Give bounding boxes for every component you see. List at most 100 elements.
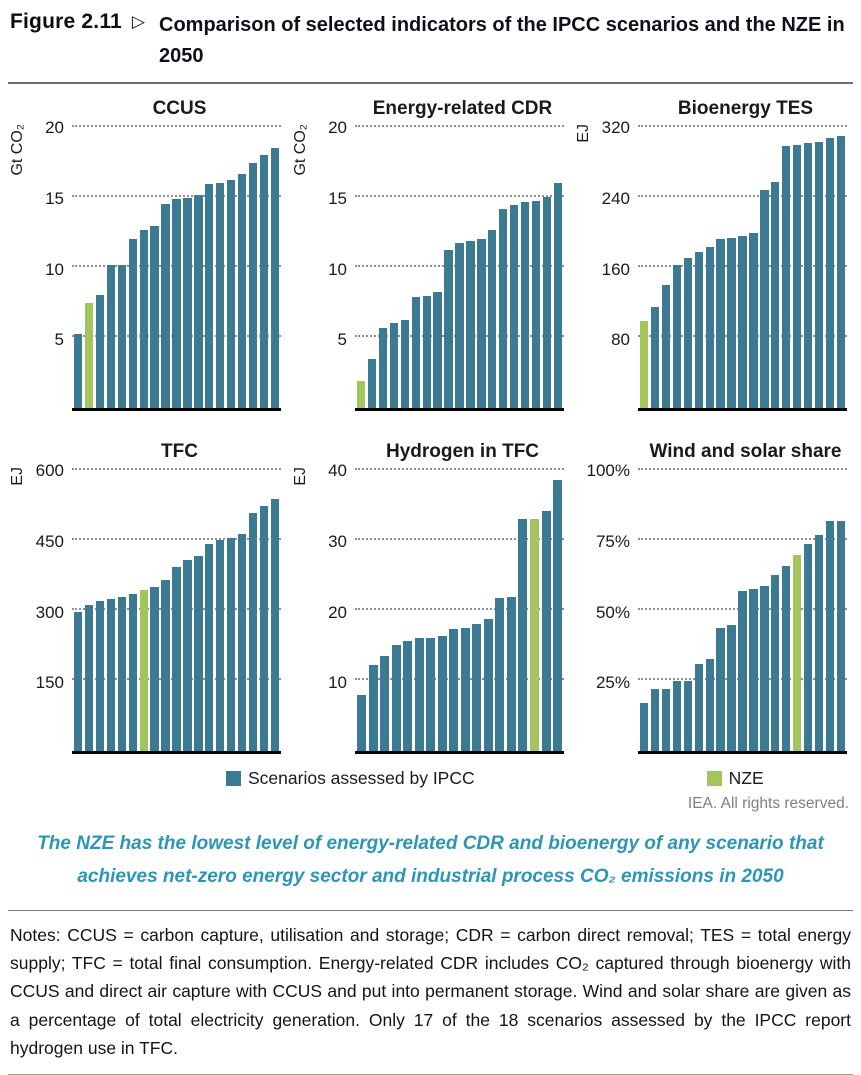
bar-ipcc-scenario <box>495 598 504 751</box>
y-tick-label: 20 <box>328 603 347 623</box>
bar-ipcc-scenario <box>640 703 648 751</box>
bar-ipcc-scenario <box>249 163 257 408</box>
bar-ipcc-scenario <box>673 265 681 408</box>
bar-ipcc-scenario <box>369 665 378 751</box>
chart-title-tfc: TFC <box>161 441 198 462</box>
bar-ipcc-scenario <box>172 567 180 751</box>
notes-text: Notes: CCUS = carbon capture, utilisatio… <box>8 911 853 1075</box>
plot-area-hydrogen <box>355 471 564 754</box>
gridline <box>638 468 847 470</box>
bar-ipcc-scenario <box>826 138 834 408</box>
bar-ipcc-scenario <box>183 560 191 751</box>
bar-ipcc-scenario <box>510 205 518 408</box>
bar-nze <box>793 555 801 751</box>
y-tick-label: 5 <box>338 330 347 350</box>
bar-ipcc-scenario <box>706 247 714 408</box>
chart-title-bioenergy: Bioenergy TES <box>678 98 813 119</box>
y-tick-label: 100% <box>587 461 630 481</box>
bar-ipcc-scenario <box>227 538 235 751</box>
chart-title-wind-solar: Wind and solar share <box>650 441 842 462</box>
bar-ipcc-scenario <box>771 575 779 751</box>
figure-header: Figure 2.11 ▷ Comparison of selected ind… <box>8 8 853 82</box>
y-tick-label: 160 <box>602 260 630 280</box>
bar-ipcc-scenario <box>150 226 158 408</box>
bar-ipcc-scenario <box>716 239 724 408</box>
y-tick-label: 40 <box>328 461 347 481</box>
bar-ipcc-scenario <box>96 601 104 751</box>
bar-ipcc-scenario <box>150 587 158 751</box>
y-tick-label: 20 <box>45 118 64 138</box>
bar-ipcc-scenario <box>85 605 93 751</box>
chart-wind-solar-share: Wind and solar share 25%50%75%100% <box>574 441 853 754</box>
figure-number: Figure 2.11 <box>10 10 122 34</box>
bar-ipcc-scenario <box>662 689 670 751</box>
bar-ipcc-scenario <box>738 236 746 408</box>
bar-ipcc-scenario <box>837 136 845 408</box>
bar-ipcc-scenario <box>484 619 493 751</box>
plot-area-tfc <box>72 471 281 754</box>
bar-ipcc-scenario <box>368 359 376 408</box>
bar-ipcc-scenario <box>815 142 823 408</box>
bar-ipcc-scenario <box>749 589 757 751</box>
legend-ipcc-label: Scenarios assessed by IPCC <box>248 768 475 789</box>
legend-item-ipcc: Scenarios assessed by IPCC <box>226 768 475 789</box>
bar-ipcc-scenario <box>532 201 540 408</box>
figure-pointer-icon: ▷ <box>132 12 145 32</box>
bar-ipcc-scenario <box>553 480 562 751</box>
bar-ipcc-scenario <box>227 180 235 408</box>
bar-ipcc-scenario <box>651 307 659 409</box>
bars <box>74 128 279 408</box>
y-tick-label: 15 <box>328 189 347 209</box>
bar-nze <box>530 519 539 751</box>
ipcc-swatch-icon <box>226 771 241 786</box>
chart-title-cdr: Energy-related CDR <box>373 98 553 119</box>
bar-ipcc-scenario <box>249 513 257 751</box>
bar-ipcc-scenario <box>194 195 202 408</box>
bar-ipcc-scenario <box>738 591 746 751</box>
bar-ipcc-scenario <box>205 184 213 408</box>
gridline <box>355 468 564 470</box>
bars <box>357 128 562 408</box>
bar-ipcc-scenario <box>488 230 496 408</box>
bar-ipcc-scenario <box>392 645 401 751</box>
bar-ipcc-scenario <box>695 664 703 751</box>
figure-title: Comparison of selected indicators of the… <box>159 10 851 72</box>
bar-ipcc-scenario <box>271 148 279 408</box>
bar-ipcc-scenario <box>357 695 366 751</box>
gridline <box>355 125 564 127</box>
y-tick-label: 30 <box>328 532 347 552</box>
bar-ipcc-scenario <box>662 285 670 408</box>
bar-ipcc-scenario <box>684 681 692 751</box>
bar-ipcc-scenario <box>542 511 551 751</box>
bar-ipcc-scenario <box>826 521 834 751</box>
bar-ipcc-scenario <box>216 183 224 408</box>
bar-ipcc-scenario <box>401 320 409 408</box>
bar-ipcc-scenario <box>554 183 562 408</box>
bar-ipcc-scenario <box>260 155 268 408</box>
y-tick-label: 25% <box>596 673 630 693</box>
bar-ipcc-scenario <box>129 239 137 408</box>
bar-ipcc-scenario <box>727 625 735 751</box>
bar-ipcc-scenario <box>438 636 447 752</box>
bar-ipcc-scenario <box>684 258 692 409</box>
bar-ipcc-scenario <box>706 659 714 751</box>
bar-ipcc-scenario <box>118 597 126 751</box>
bar-ipcc-scenario <box>499 209 507 408</box>
bar-ipcc-scenario <box>782 146 790 409</box>
bar-ipcc-scenario <box>423 296 431 408</box>
bar-ipcc-scenario <box>507 597 516 751</box>
y-tick-label: 600 <box>36 461 64 481</box>
y-tick-label: 5 <box>55 330 64 350</box>
bar-ipcc-scenario <box>461 628 470 751</box>
bar-nze <box>140 590 148 751</box>
copyright-credit: IEA. All rights reserved. <box>8 795 853 813</box>
y-tick-label: 10 <box>45 260 64 280</box>
